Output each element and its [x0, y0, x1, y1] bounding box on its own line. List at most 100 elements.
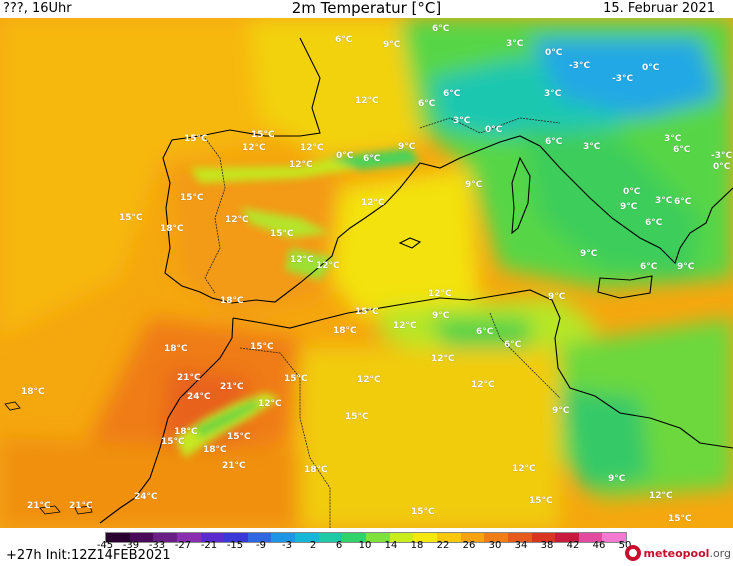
temperature-label: 15°C [355, 307, 379, 317]
coastlines [99, 37, 733, 524]
color-scale-swatch [436, 533, 461, 542]
temperature-label: 9°C [398, 142, 416, 152]
color-scale-swatch [413, 533, 437, 542]
temperature-label: 15°C [227, 432, 251, 442]
color-scale-tick: -3 [282, 540, 292, 551]
color-scale-tick: 50 [618, 540, 632, 551]
temperature-label: 18°C [164, 344, 188, 354]
color-scale-tick: 46 [592, 540, 606, 551]
color-scale-swatch [507, 533, 532, 542]
temperature-label: 15°C [411, 507, 435, 517]
map-header: ???, 16Uhr 2m Temperatur [°C] 15. Februa… [0, 0, 733, 18]
temperature-label: 6°C [335, 35, 353, 45]
temperature-label: 3°C [655, 196, 673, 206]
temperature-label: 3°C [453, 116, 471, 126]
temperature-label: -3°C [612, 74, 634, 84]
temperature-label: 6°C [645, 218, 663, 228]
temperature-label: 6°C [363, 154, 381, 164]
temperature-label: 18°C [333, 326, 357, 336]
color-scale-swatch [176, 533, 201, 542]
temperature-label: 21°C [27, 501, 51, 511]
temperature-label: 6°C [545, 137, 563, 147]
temperature-label: 12°C [300, 143, 324, 153]
color-scale-swatch [224, 533, 248, 542]
temperature-label: 6°C [640, 262, 658, 272]
brand-name: meteopool [643, 546, 710, 560]
temperature-label: 3°C [664, 134, 682, 144]
temperature-label: 15°C [184, 134, 208, 144]
color-scale-swatch [366, 533, 390, 542]
temperature-label: 6°C [476, 327, 494, 337]
color-scale-swatch [484, 533, 508, 542]
temperature-label: 3°C [506, 39, 524, 49]
map-title: 2m Temperatur [°C] [291, 0, 442, 17]
temperature-label: 0°C [642, 63, 660, 73]
color-scale-ticks: -45 -39 -33 -27 -21 -15 -9 -3 2 6 10 14 18 22 26 30 34 38… [97, 540, 632, 554]
color-scale-tick: 42 [566, 540, 580, 551]
temperature-label: 15°C [251, 130, 275, 140]
color-scale-swatch [602, 533, 627, 542]
color-scale-tick: -15 [226, 540, 244, 551]
color-scale-tick: -9 [256, 540, 266, 551]
temperature-label: 9°C [548, 292, 566, 302]
temperature-label: 15°C [180, 193, 204, 203]
color-scale-tick: -45 [96, 540, 114, 551]
color-scale-tick: 38 [540, 540, 554, 551]
temperature-label: 12°C [428, 289, 452, 299]
temperature-label: 21°C [177, 373, 201, 383]
color-scale-tick: -33 [148, 540, 166, 551]
color-scale-tick: -21 [200, 540, 218, 551]
color-scale-swatch [106, 533, 130, 542]
color-scale-swatch [578, 533, 603, 542]
temperature-label: 24°C [187, 392, 211, 402]
temperature-label: 18°C [160, 224, 184, 234]
model-run-info: +27h Init:12Z14FEB2021 [6, 548, 171, 563]
color-scale-swatch [271, 533, 296, 542]
temperature-label: 21°C [222, 461, 246, 471]
color-scale-swatch [153, 533, 177, 542]
temperature-label: 18°C [203, 445, 227, 455]
temperature-label: 12°C [393, 321, 417, 331]
temperature-label: 15°C [284, 374, 308, 384]
temperature-label: 3°C [544, 89, 562, 99]
temperature-field [0, 18, 733, 528]
temperature-label: 6°C [674, 197, 692, 207]
temperature-label: 12°C [225, 215, 249, 225]
temperature-label: 12°C [649, 491, 673, 501]
temperature-label: 18°C [220, 296, 244, 306]
temperature-map: 6°C 6°C 9°C 3°C 0°C -3°C 0°C -3°C 12°C 6°C 3°C 6°C 3… [0, 18, 733, 528]
color-scale-tick: -27 [174, 540, 192, 551]
borders [204, 117, 561, 528]
temperature-label: 18°C [174, 427, 198, 437]
temperature-label: 6°C [418, 99, 436, 109]
temperature-label: 15°C [668, 514, 692, 524]
temperature-label: -3°C [569, 61, 591, 71]
color-scale-tick: 10 [358, 540, 372, 551]
temperature-label: 12°C [289, 160, 313, 170]
temperature-label: 9°C [432, 311, 450, 321]
color-scale-swatch [295, 533, 319, 542]
meteopool-logo-icon [625, 545, 642, 561]
temperature-label: 15°C [345, 412, 369, 422]
temperature-label: 15°C [250, 342, 274, 352]
color-scale [105, 532, 627, 543]
temperature-label: 12°C [361, 198, 385, 208]
color-scale-swatch [460, 533, 485, 542]
temperature-label: 9°C [580, 249, 598, 259]
color-scale-tick: 30 [488, 540, 502, 551]
color-scale-tick: 2 [309, 540, 317, 551]
brand-tld: .org [709, 546, 731, 560]
color-scale-swatch [342, 533, 367, 542]
temperature-label: 9°C [608, 474, 626, 484]
color-scale-tick: 26 [462, 540, 476, 551]
temperature-label: 0°C [623, 187, 641, 197]
temperature-label: 6°C [504, 340, 522, 350]
temperature-label: 12°C [242, 143, 266, 153]
temperature-label: 12°C [290, 255, 314, 265]
temperature-label: 15°C [119, 213, 143, 223]
temperature-label: 12°C [258, 399, 282, 409]
temperature-label: 12°C [355, 96, 379, 106]
temperature-label: 0°C [485, 125, 503, 135]
color-scale-swatch [247, 533, 272, 542]
temperature-label: 15°C [529, 496, 553, 506]
